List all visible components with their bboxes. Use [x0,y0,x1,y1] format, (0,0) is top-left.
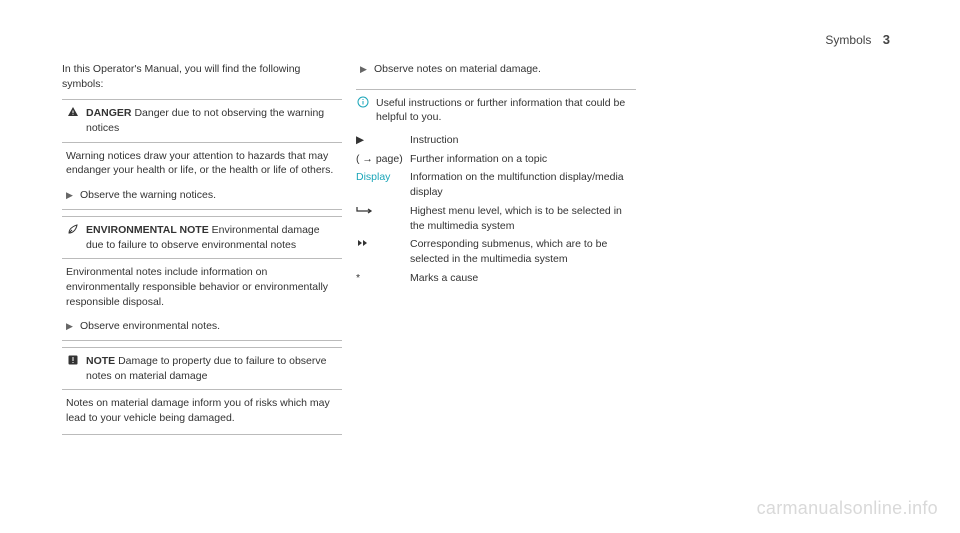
action-marker-icon: ▶ [66,319,80,334]
symbol-val: Information on the multifunction display… [410,170,636,199]
info-circle-icon [356,96,370,113]
page-number: 3 [883,32,890,47]
symbol-val: Instruction [410,133,636,148]
watermark: carmanualsonline.info [757,498,938,519]
note-head: NOTE Damage to property due to failure t… [62,348,342,390]
intro-text: In this Operator's Manual, you will find… [62,62,342,91]
danger-action-text: Observe the warning notices. [80,188,338,203]
section-name: Symbols [825,33,871,47]
note-continuation: ▶ Observe notes on material damage. [356,62,636,90]
page-header: Symbols 3 [825,32,890,47]
symbol-row-instruction: ▶ Instruction [356,133,636,148]
symbol-key-triangle: ▶ [356,133,410,148]
note-title: NOTE [86,355,115,367]
action-marker-icon: ▶ [66,188,80,203]
symbol-val: Corresponding submenus, which are to be … [410,237,636,266]
column-right: ▶ Observe notes on material damage. Usef… [356,62,636,441]
symbol-table: ▶ Instruction ( → page) Further informat… [356,133,636,285]
symbol-val: Further information on a topic [410,152,636,167]
danger-body-text: Warning notices draw your attention to h… [66,149,338,178]
note-title-wrap: NOTE Damage to property due to failure t… [86,354,338,383]
env-notice: ENVIRONMENTAL NOTE Environmental damage … [62,216,342,341]
symbol-val: Marks a cause [410,271,636,286]
symbol-row-page: ( → page) Further information on a topic [356,152,636,167]
content-area: In this Operator's Manual, you will find… [62,62,900,441]
column-left: In this Operator's Manual, you will find… [62,62,342,441]
submenu-icon [356,237,410,254]
menu-level-icon [356,204,410,221]
env-body: Environmental notes include information … [62,259,342,317]
danger-title: DANGER [86,107,132,119]
symbol-key-display: Display [356,170,410,185]
leaf-icon [66,223,80,235]
danger-body: Warning notices draw your attention to h… [62,143,342,186]
env-body-text: Environmental notes include information … [66,265,338,309]
env-action: ▶ Observe environmental notes. [62,317,342,340]
note-action: ▶ Observe notes on material damage. [356,62,636,83]
danger-title-wrap: DANGER Danger due to not observing the w… [86,106,338,135]
symbol-val: Highest menu level, which is to be selec… [410,204,636,233]
env-title: ENVIRONMENTAL NOTE [86,224,209,236]
danger-action: ▶ Observe the warning notices. [62,186,342,209]
note-body: Notes on material damage inform you of r… [62,390,342,433]
danger-notice: DANGER Danger due to not observing the w… [62,99,342,209]
danger-head: DANGER Danger due to not observing the w… [62,100,342,142]
action-marker-icon: ▶ [360,62,374,77]
note-action-text: Observe notes on material damage. [374,62,632,77]
exclamation-box-icon [66,354,80,366]
symbol-row-submenu: Corresponding submenus, which are to be … [356,237,636,266]
warning-triangle-icon [66,106,80,118]
env-action-text: Observe environmental notes. [80,319,338,334]
env-title-wrap: ENVIRONMENTAL NOTE Environmental damage … [86,223,338,252]
symbol-key-page: ( → page) [356,152,410,167]
note-body-text: Notes on material damage inform you of r… [66,396,338,425]
note-notice: NOTE Damage to property due to failure t… [62,347,342,435]
note-subtitle: Damage to property due to failure to obs… [86,355,326,382]
env-head: ENVIRONMENTAL NOTE Environmental damage … [62,217,342,259]
info-text: Useful instructions or further informati… [376,96,636,125]
symbol-row-level: Highest menu level, which is to be selec… [356,204,636,233]
symbol-row-display: Display Information on the multifunction… [356,170,636,199]
symbol-row-cause: * Marks a cause [356,271,636,286]
symbol-key-asterisk: * [356,271,410,286]
info-row: Useful instructions or further informati… [356,96,636,125]
